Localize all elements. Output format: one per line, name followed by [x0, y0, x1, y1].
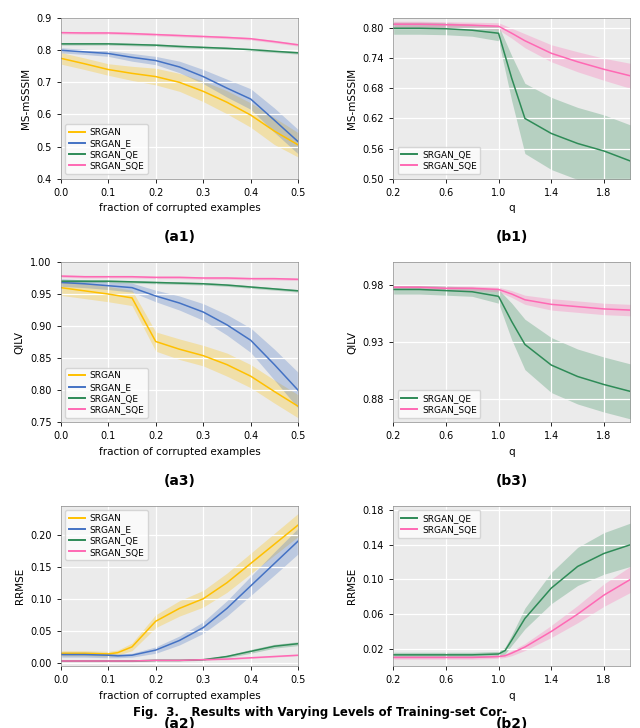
Legend: SRGAN_QE, SRGAN_SQE: SRGAN_QE, SRGAN_SQE — [397, 146, 480, 174]
Legend: SRGAN_QE, SRGAN_SQE: SRGAN_QE, SRGAN_SQE — [397, 390, 480, 418]
Y-axis label: QILV: QILV — [15, 331, 24, 354]
Y-axis label: MS-mSSSIM: MS-mSSSIM — [347, 68, 357, 129]
Y-axis label: QILV: QILV — [347, 331, 357, 354]
X-axis label: q: q — [508, 203, 515, 213]
Y-axis label: MS-mSSSIM: MS-mSSSIM — [21, 68, 31, 129]
Text: Fig.  3.   Results with Varying Levels of Training-set Cor-: Fig. 3. Results with Varying Levels of T… — [133, 706, 507, 719]
X-axis label: q: q — [508, 691, 515, 701]
Y-axis label: RRMSE: RRMSE — [15, 568, 25, 604]
X-axis label: fraction of corrupted examples: fraction of corrupted examples — [99, 447, 260, 457]
Text: (b3): (b3) — [495, 474, 528, 488]
Text: (a1): (a1) — [163, 230, 195, 244]
Y-axis label: RRMSE: RRMSE — [347, 568, 357, 604]
Text: (b2): (b2) — [495, 717, 528, 728]
X-axis label: q: q — [508, 447, 515, 457]
Legend: SRGAN_QE, SRGAN_SQE: SRGAN_QE, SRGAN_SQE — [397, 510, 480, 538]
X-axis label: fraction of corrupted examples: fraction of corrupted examples — [99, 691, 260, 701]
Legend: SRGAN, SRGAN_E, SRGAN_QE, SRGAN_SQE: SRGAN, SRGAN_E, SRGAN_QE, SRGAN_SQE — [65, 368, 148, 418]
Text: (a3): (a3) — [164, 474, 195, 488]
Text: (a2): (a2) — [163, 717, 195, 728]
X-axis label: fraction of corrupted examples: fraction of corrupted examples — [99, 203, 260, 213]
Legend: SRGAN, SRGAN_E, SRGAN_QE, SRGAN_SQE: SRGAN, SRGAN_E, SRGAN_QE, SRGAN_SQE — [65, 510, 148, 561]
Text: (b1): (b1) — [495, 230, 528, 244]
Legend: SRGAN, SRGAN_E, SRGAN_QE, SRGAN_SQE: SRGAN, SRGAN_E, SRGAN_QE, SRGAN_SQE — [65, 124, 148, 174]
